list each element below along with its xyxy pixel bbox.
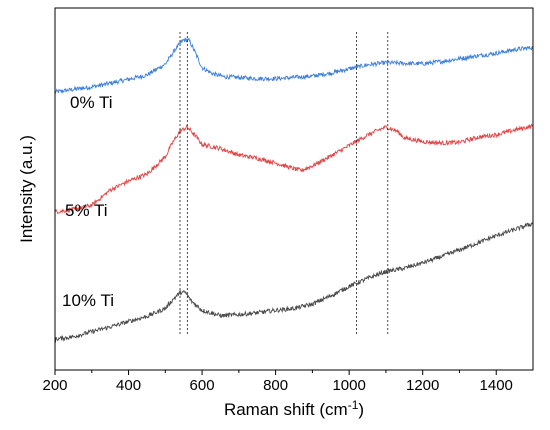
x-axis-title-text: Raman shift (cm xyxy=(224,400,348,419)
series-label: 5% Ti xyxy=(65,201,108,220)
series-line xyxy=(54,222,534,343)
series-2 xyxy=(54,222,534,343)
x-axis-title: Raman shift (cm-1) xyxy=(224,398,364,419)
x-tick-label: 400 xyxy=(116,377,141,394)
series-0 xyxy=(54,37,534,95)
reference-lines xyxy=(179,32,389,335)
series-labels: 0% Ti 5% Ti 10% Ti xyxy=(62,93,114,310)
x-tick-label: 1000 xyxy=(332,377,365,394)
series-label: 10% Ti xyxy=(62,291,114,310)
plot-content xyxy=(54,37,534,343)
x-tick-label: 200 xyxy=(42,377,67,394)
x-axis-title-superscript: -1 xyxy=(348,398,359,412)
x-tick-label: 1400 xyxy=(480,377,513,394)
x-axis-title-close: ) xyxy=(358,400,364,419)
x-axis-ticks: 200 400 600 800 1000 1200 1400 xyxy=(42,370,513,394)
x-tick-label: 600 xyxy=(190,377,215,394)
x-tick-label: 800 xyxy=(263,377,288,394)
plot-frame xyxy=(54,7,534,371)
series-1 xyxy=(54,123,533,215)
series-line xyxy=(54,37,534,95)
series-label: 0% Ti xyxy=(70,93,113,112)
y-axis-title: Intensity (a.u.) xyxy=(17,135,36,243)
x-tick-label: 1200 xyxy=(406,377,439,394)
series-line xyxy=(54,123,533,215)
